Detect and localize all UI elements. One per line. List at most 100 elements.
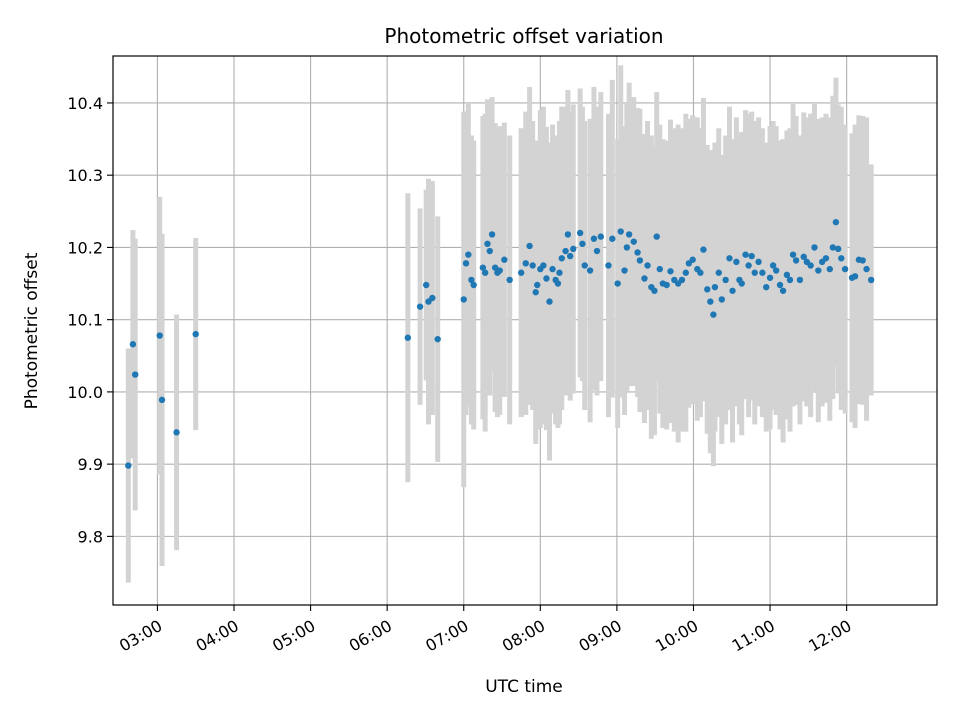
data-point xyxy=(796,276,804,284)
data-point xyxy=(789,251,797,258)
y-tick-label: 10.3 xyxy=(67,166,103,185)
data-point xyxy=(644,262,651,269)
data-point xyxy=(641,275,648,282)
data-point xyxy=(792,257,800,264)
data-point xyxy=(630,238,637,245)
data-point xyxy=(434,335,441,343)
y-tick-label: 10.2 xyxy=(67,238,103,257)
data-point xyxy=(755,258,762,266)
y-tick-label: 10.1 xyxy=(67,311,103,330)
data-point xyxy=(158,396,166,404)
data-point xyxy=(479,264,487,271)
data-point xyxy=(522,260,529,267)
data-point xyxy=(614,280,621,287)
plot-frame xyxy=(112,55,938,606)
data-point xyxy=(783,271,791,279)
data-point xyxy=(546,298,553,305)
data-point xyxy=(667,268,674,275)
y-tick-label: 9.9 xyxy=(78,455,103,474)
data-point xyxy=(707,298,714,305)
data-point xyxy=(689,256,696,263)
data-point xyxy=(835,245,842,253)
data-point xyxy=(132,371,139,378)
data-point xyxy=(517,269,525,276)
data-point xyxy=(682,269,690,276)
data-point xyxy=(558,255,565,262)
data-point xyxy=(534,281,541,289)
data-point xyxy=(715,269,722,276)
y-tick-label: 9.8 xyxy=(78,527,103,546)
data-point xyxy=(621,267,628,274)
data-point xyxy=(481,269,489,276)
data-point xyxy=(838,255,845,262)
data-point xyxy=(192,330,199,338)
data-point xyxy=(173,429,180,436)
data-point xyxy=(554,280,562,287)
data-point xyxy=(738,280,745,287)
data-point xyxy=(556,269,563,276)
data-point xyxy=(462,260,470,267)
data-point xyxy=(807,262,814,269)
data-point xyxy=(863,265,870,273)
data-point xyxy=(748,252,755,260)
data-point xyxy=(506,276,513,284)
data-point xyxy=(549,265,556,273)
data-point xyxy=(656,265,663,273)
data-point xyxy=(697,269,704,276)
data-point xyxy=(529,262,536,269)
data-point xyxy=(579,240,586,248)
y-tick-label: 10.4 xyxy=(67,94,103,113)
data-point xyxy=(759,269,766,276)
data-point xyxy=(465,251,472,258)
data-point xyxy=(826,265,833,273)
data-point xyxy=(593,247,601,255)
data-point xyxy=(540,262,547,269)
data-point xyxy=(501,256,508,263)
data-point xyxy=(564,231,572,238)
data-point xyxy=(742,251,749,258)
data-point xyxy=(733,258,740,266)
data-point xyxy=(562,247,569,255)
y-tick-label: 10.0 xyxy=(67,383,103,402)
data-point xyxy=(491,264,499,271)
data-point xyxy=(617,228,624,235)
data-point xyxy=(416,303,424,310)
data-point xyxy=(404,334,412,341)
data-point xyxy=(566,252,574,260)
data-point xyxy=(125,462,132,469)
data-point xyxy=(488,231,496,238)
data-point xyxy=(822,255,830,262)
data-point xyxy=(832,218,840,226)
data-point xyxy=(779,287,787,294)
data-point xyxy=(625,231,633,238)
data-point xyxy=(636,257,644,264)
data-point xyxy=(156,332,163,339)
data-point xyxy=(634,249,641,256)
x-axis-label: UTC time xyxy=(485,677,563,697)
data-point xyxy=(811,244,818,251)
data-point xyxy=(129,341,137,348)
data-point xyxy=(829,244,837,251)
data-point xyxy=(543,275,550,282)
data-point xyxy=(470,281,477,289)
data-point xyxy=(576,229,584,237)
data-point xyxy=(597,233,605,240)
data-point xyxy=(486,247,493,255)
data-point xyxy=(586,267,594,274)
data-point xyxy=(663,281,670,289)
data-point xyxy=(429,294,436,302)
data-point xyxy=(726,255,733,262)
data-point xyxy=(532,289,539,296)
data-point xyxy=(704,286,711,293)
data-point xyxy=(653,233,660,240)
data-point xyxy=(859,257,866,264)
data-point xyxy=(711,283,719,291)
data-point xyxy=(460,296,467,303)
data-point xyxy=(605,262,612,269)
data-point xyxy=(590,235,598,242)
data-point xyxy=(468,276,475,284)
data-point xyxy=(867,276,875,284)
data-point xyxy=(526,242,533,250)
y-axis-label: Photometric offset xyxy=(22,252,42,409)
